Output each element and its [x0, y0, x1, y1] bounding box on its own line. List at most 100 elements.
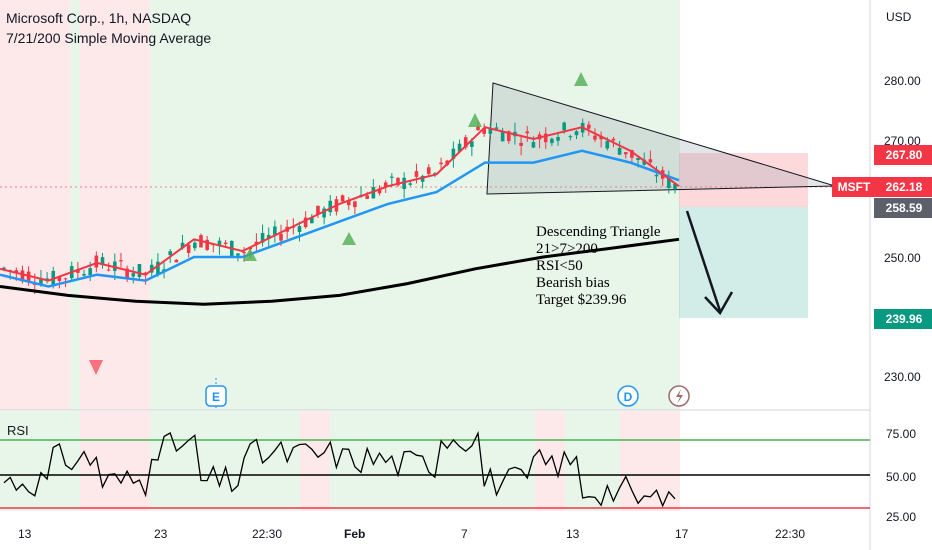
trend-background-bands [0, 0, 680, 410]
signal-markers [89, 72, 588, 375]
candle-body [420, 175, 425, 182]
rsi-tick: 75.00 [886, 427, 916, 441]
rsi-tick: 50.00 [886, 470, 916, 484]
rsi-band [535, 411, 565, 511]
candle-body [550, 138, 554, 144]
trend-band [150, 0, 225, 410]
candle-body [433, 173, 437, 175]
pane-separators [0, 0, 871, 550]
stop-price-tag: 267.80 [874, 145, 932, 165]
candle-body [426, 167, 431, 174]
candle-body [531, 142, 536, 148]
rsi-band [300, 411, 330, 511]
rsi-label: RSI [7, 423, 29, 438]
buy-signal-icon [243, 248, 257, 261]
candle-body [482, 128, 486, 134]
candle-body [630, 150, 634, 158]
time-tick: Feb [344, 527, 365, 541]
ticker-tag[interactable]: MSFT [832, 177, 876, 197]
sell-signal-icon [89, 360, 103, 375]
buy-signal-icon [468, 113, 482, 127]
earnings-marker[interactable]: E [205, 378, 227, 410]
price-tick: 270.00 [884, 134, 921, 148]
candle-body [168, 251, 173, 256]
rsi-band [330, 411, 535, 511]
rsi-band [0, 411, 80, 511]
descending-triangle [486, 82, 836, 195]
candle-body [383, 182, 388, 187]
candle-body [593, 135, 597, 140]
annotation-line: Bearish bias [536, 275, 610, 291]
candle-body [193, 242, 197, 249]
candle-body [673, 183, 677, 190]
candle-body [568, 136, 573, 138]
candle-body [131, 273, 136, 277]
sma-7-line [0, 126, 680, 282]
candle-body [439, 162, 443, 165]
candle-body [76, 269, 80, 273]
candle-body [2, 267, 6, 269]
sma-21-line [0, 149, 680, 288]
annotation-line: RSI<50 [536, 258, 583, 274]
candle-body [236, 253, 240, 256]
price-tick: 280.00 [884, 74, 921, 88]
trade-annotation: Descending Triangle 21>7>200 RSI<50 Bearish… [536, 224, 661, 308]
candle-body [648, 159, 653, 163]
candle-body [543, 133, 548, 143]
candle-body [223, 242, 228, 245]
candle-body [470, 141, 474, 147]
candle-body [654, 174, 659, 177]
candle-body [500, 132, 505, 142]
candle-body [488, 128, 493, 134]
split-marker-icon[interactable] [668, 385, 690, 407]
sma-200-line [0, 237, 680, 306]
candle-body [451, 148, 456, 159]
candle-body [353, 201, 357, 208]
candle-body [365, 195, 370, 199]
trend-band [0, 0, 70, 410]
candle-body [279, 233, 283, 241]
candle-body [297, 226, 302, 233]
annotation-line: 21>7>200 [536, 241, 598, 257]
candle-body [174, 259, 179, 263]
candle-body [390, 176, 394, 178]
rsi-background [0, 411, 680, 511]
candle-body [217, 240, 222, 247]
candle-body [562, 122, 566, 131]
indicator-legend: 7/21/200 Simple Moving Average [6, 30, 212, 46]
time-tick: 17 [675, 527, 689, 541]
candle-body [623, 152, 628, 155]
price-axis[interactable]: USD 280.00 270.00 250.00 230.00 75.00 50… [884, 10, 921, 524]
candle-body [396, 177, 400, 186]
time-tick: 13 [18, 527, 32, 541]
candle-body [642, 159, 647, 165]
time-axis[interactable]: 13 23 22:30 Feb 7 13 17 22:30 [18, 527, 805, 541]
candle-body [137, 264, 142, 278]
candle-body [39, 278, 43, 286]
target-arrow [685, 210, 734, 316]
candle-body [82, 273, 86, 276]
candle-body [316, 205, 320, 215]
candle-body [463, 137, 468, 148]
candle-body [88, 268, 92, 276]
annotation-line: Target $239.96 [536, 292, 627, 308]
candle-body [260, 232, 265, 243]
candle-body [556, 136, 560, 141]
candle-body [20, 270, 25, 282]
candle-body [125, 268, 129, 279]
rsi-band [620, 411, 680, 511]
rsi-tick: 25.00 [886, 510, 916, 524]
price-tick: 230.00 [884, 370, 921, 384]
candle-body [94, 255, 99, 268]
candle-body [309, 217, 314, 224]
candle-body [525, 131, 530, 134]
rsi-band [150, 411, 300, 511]
candle-body [636, 157, 640, 160]
candle-body [457, 143, 462, 152]
dividend-marker[interactable]: D [617, 385, 639, 407]
candle-body [273, 226, 277, 235]
candle-body [328, 200, 333, 213]
target-zone [679, 207, 808, 318]
candle-body [494, 127, 499, 129]
